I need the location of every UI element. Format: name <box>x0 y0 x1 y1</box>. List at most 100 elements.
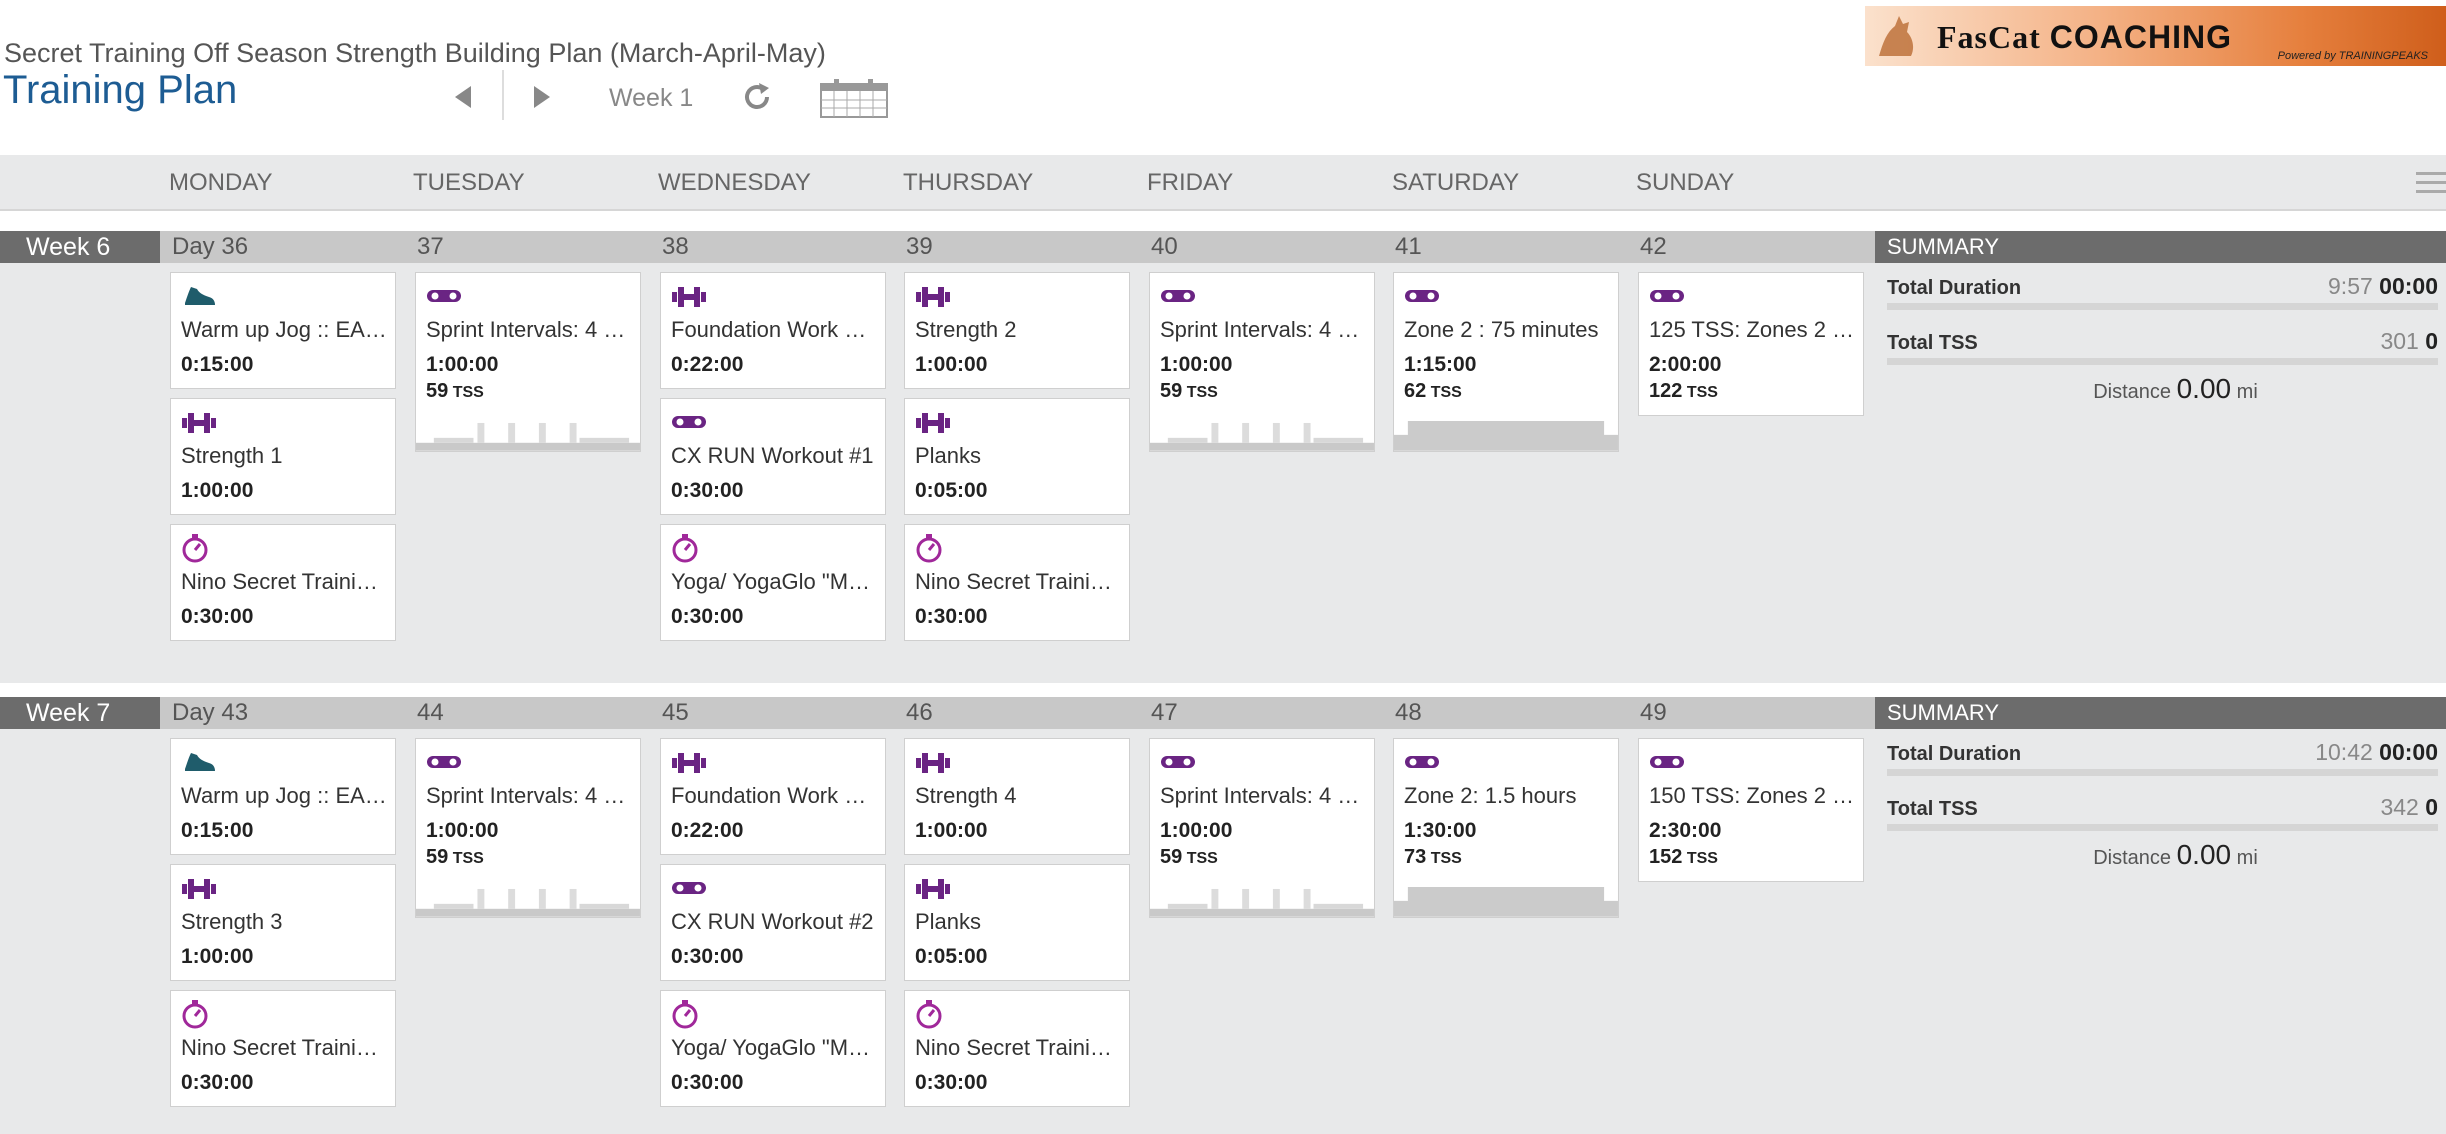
tss-unit: TSS <box>448 850 484 867</box>
workout-card[interactable]: Warm up Jog :: EA… 0:15:00 <box>170 272 396 389</box>
refresh-icon[interactable] <box>740 80 774 114</box>
workout-card[interactable]: Sprint Intervals: 4 … 1:00:00 59 TSS <box>1149 738 1375 918</box>
workout-duration: 0:30:00 <box>181 605 254 628</box>
workout-card[interactable]: Foundation Work a… 0:22:00 <box>660 738 886 855</box>
workout-card[interactable]: Strength 3 1:00:00 <box>170 864 396 981</box>
workout-tss: 59 TSS <box>426 380 484 403</box>
dumbbell-icon <box>915 873 951 903</box>
workout-card[interactable]: 125 TSS: Zones 2 … 2:00:00 122 TSS <box>1638 272 1864 416</box>
next-week-button[interactable] <box>534 86 550 108</box>
workout-title: Strength 3 <box>181 909 283 934</box>
workout-card[interactable]: Strength 1 1:00:00 <box>170 398 396 515</box>
workout-title: Nino Secret Trainin… <box>181 1035 387 1060</box>
workout-card[interactable]: CX RUN Workout #2 0:30:00 <box>660 864 886 981</box>
total-tss-row: Total TSS 301 0 <box>1887 318 2438 373</box>
tss-unit: TSS <box>1182 384 1218 401</box>
bike-icon <box>426 281 462 311</box>
fascat-coaching-logo: FasCat COACHING Powered by TRAININGPEAKS <box>1865 6 2446 66</box>
day-number: 41 <box>1395 233 1422 260</box>
calendar-icon[interactable] <box>820 78 888 118</box>
workout-tss: 59 TSS <box>1160 846 1218 869</box>
workout-duration: 0:22:00 <box>671 819 744 842</box>
distance-value: 0.00 <box>2176 373 2232 404</box>
hamburger-menu-icon[interactable] <box>2416 172 2446 194</box>
workout-card[interactable]: Sprint Intervals: 4 … 1:00:00 59 TSS <box>1149 272 1375 452</box>
week-summary-panel: SUMMARY Total Duration 10:42 00:00 Total TS… <box>1875 697 2446 879</box>
total-duration-value: 9:57 00:00 <box>2328 273 2438 300</box>
workout-card[interactable]: Planks 0:05:00 <box>904 864 1130 981</box>
tss-planned: 301 <box>2380 328 2419 354</box>
workout-card[interactable]: Strength 2 1:00:00 <box>904 272 1130 389</box>
week-bar <box>0 697 1875 729</box>
day-header-wednesday: WEDNESDAY <box>658 169 811 196</box>
workout-card[interactable]: Nino Secret Trainin… 0:30:00 <box>170 990 396 1107</box>
tss-unit: TSS <box>1426 850 1462 867</box>
workout-card[interactable]: Zone 2 : 75 minutes 1:15:00 62 TSS <box>1393 272 1619 452</box>
run-shoe-icon <box>181 747 217 777</box>
tss-value: 152 <box>1649 846 1683 868</box>
workout-card[interactable]: Strength 4 1:00:00 <box>904 738 1130 855</box>
workout-card[interactable]: Sprint Intervals: 4 … 1:00:00 59 TSS <box>415 738 641 918</box>
tss-value: 59 <box>426 846 449 868</box>
stopwatch-icon <box>181 999 217 1029</box>
tss-completed: 0 <box>2425 794 2438 820</box>
workout-card[interactable]: Yoga/ YogaGlo "M… 0:30:00 <box>660 524 886 641</box>
workout-card[interactable]: Yoga/ YogaGlo "M… 0:30:00 <box>660 990 886 1107</box>
workout-title: Planks <box>915 443 982 468</box>
workout-title: Nino Secret Trainin… <box>915 569 1121 594</box>
workout-card[interactable]: Warm up Jog :: EA… 0:15:00 <box>170 738 396 855</box>
day-number: 38 <box>662 233 689 260</box>
distance-row: Distance 0.00 mi <box>1875 839 2446 879</box>
nav-divider <box>502 70 504 120</box>
workout-card[interactable]: CX RUN Workout #1 0:30:00 <box>660 398 886 515</box>
distance-unit: mi <box>2236 381 2258 403</box>
workout-title: Warm up Jog :: EA… <box>181 317 387 342</box>
bike-icon <box>671 407 707 437</box>
workout-duration: 0:30:00 <box>181 1071 254 1094</box>
workout-card[interactable]: Nino Secret Trainin… 0:30:00 <box>904 990 1130 1107</box>
tss-progress-bar <box>1887 824 2438 831</box>
bike-icon <box>1404 281 1440 311</box>
logo-brand: FasCat <box>1937 19 2041 55</box>
total-tss-label: Total TSS <box>1887 332 1978 354</box>
cat-logo-icon <box>1879 16 1914 56</box>
workout-title: CX RUN Workout #2 <box>671 909 874 934</box>
workout-title: Sprint Intervals: 4 … <box>1160 317 1360 342</box>
workout-card[interactable]: Foundation Work a… 0:22:00 <box>660 272 886 389</box>
workout-duration: 1:00:00 <box>1160 819 1233 842</box>
day-number: 40 <box>1151 233 1178 260</box>
workout-title: Nino Secret Trainin… <box>181 569 387 594</box>
workout-card[interactable]: Planks 0:05:00 <box>904 398 1130 515</box>
week-bar <box>0 231 1875 263</box>
previous-week-button[interactable] <box>455 86 471 108</box>
tss-completed: 0 <box>2425 328 2438 354</box>
workout-card[interactable]: Zone 2: 1.5 hours 1:30:00 73 TSS <box>1393 738 1619 918</box>
workout-title: Foundation Work a… <box>671 317 877 342</box>
workout-title: Planks <box>915 909 982 934</box>
bike-icon <box>1160 747 1196 777</box>
week-row: Week 6 Day 36 37 38 39 40 41 42 Warm up Jog :: E… <box>0 231 2446 683</box>
workout-card[interactable]: 150 TSS: Zones 2 … 2:30:00 152 TSS <box>1638 738 1864 882</box>
workout-title: Sprint Intervals: 4 … <box>426 317 626 342</box>
distance-unit: mi <box>2236 847 2258 869</box>
workout-card[interactable]: Nino Secret Trainin… 0:30:00 <box>170 524 396 641</box>
workout-tss: 62 TSS <box>1404 380 1462 403</box>
workout-title: Foundation Work a… <box>671 783 877 808</box>
workout-card[interactable]: Nino Secret Trainin… 0:30:00 <box>904 524 1130 641</box>
day-header-tuesday: TUESDAY <box>413 169 525 196</box>
duration-completed: 00:00 <box>2379 273 2438 299</box>
dumbbell-icon <box>915 281 951 311</box>
day-header-friday: FRIDAY <box>1147 169 1234 196</box>
workout-card[interactable]: Sprint Intervals: 4 … 1:00:00 59 TSS <box>415 272 641 452</box>
total-duration-row: Total Duration 9:57 00:00 <box>1887 263 2438 318</box>
workout-title: Sprint Intervals: 4 … <box>1160 783 1360 808</box>
workout-tss: 152 TSS <box>1649 846 1718 869</box>
duration-completed: 00:00 <box>2379 739 2438 765</box>
workout-title: 150 TSS: Zones 2 … <box>1649 783 1855 808</box>
workout-profile-graph <box>1150 887 1374 917</box>
workout-profile-graph <box>416 421 640 451</box>
total-tss-row: Total TSS 342 0 <box>1887 784 2438 839</box>
dumbbell-icon <box>181 407 217 437</box>
run-shoe-icon <box>181 281 217 311</box>
workout-profile-graph <box>1150 421 1374 451</box>
